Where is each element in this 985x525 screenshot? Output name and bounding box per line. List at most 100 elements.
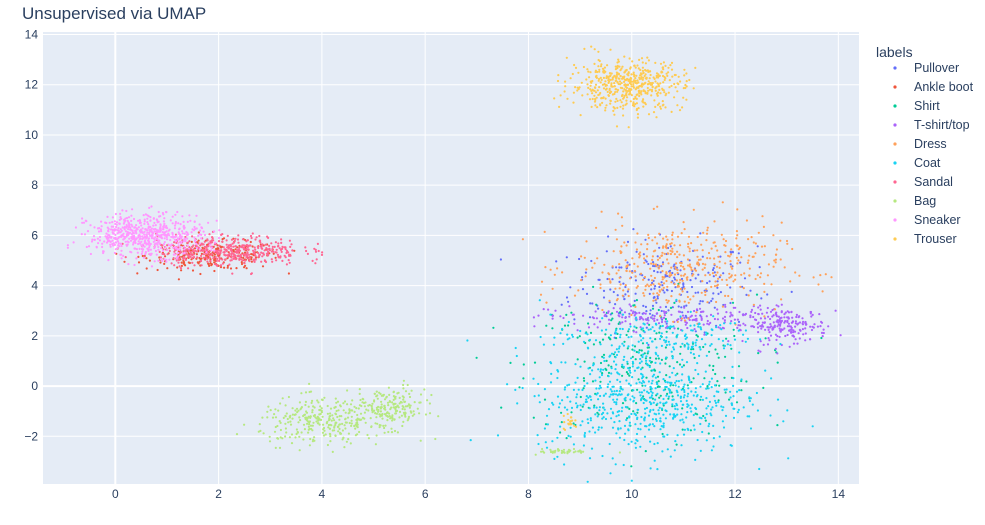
data-point [732, 395, 735, 398]
data-point [572, 451, 576, 454]
legend-item[interactable]: Pullover [893, 61, 959, 75]
data-point [80, 233, 83, 236]
data-point [676, 235, 680, 238]
data-point [635, 299, 639, 302]
data-point [149, 248, 152, 251]
data-point [714, 348, 717, 351]
data-point [648, 292, 651, 295]
data-point [218, 244, 221, 247]
data-point [690, 410, 693, 413]
series-bag [235, 379, 622, 456]
data-point [688, 265, 691, 268]
data-point [573, 63, 576, 67]
data-point [601, 355, 604, 358]
data-point [662, 282, 666, 285]
data-point [773, 308, 777, 311]
data-point [265, 247, 268, 250]
data-point [614, 65, 617, 68]
data-point [298, 449, 301, 452]
legend-item[interactable]: Coat [893, 156, 941, 170]
data-point [549, 381, 553, 384]
data-point [745, 293, 748, 296]
data-point [653, 412, 656, 415]
data-point [180, 244, 183, 247]
data-point [111, 239, 114, 242]
data-point [341, 429, 344, 432]
data-point [610, 390, 614, 393]
data-point [321, 398, 324, 402]
data-point [598, 68, 601, 71]
data-point [560, 449, 564, 452]
data-point [794, 320, 798, 323]
data-point [287, 259, 290, 262]
data-point [555, 260, 558, 263]
data-point [722, 327, 726, 330]
data-point [747, 259, 750, 262]
data-point [658, 74, 661, 77]
data-point [762, 225, 766, 228]
data-point [641, 78, 644, 81]
data-point [125, 235, 128, 238]
data-point [409, 404, 412, 407]
data-point [579, 450, 582, 454]
data-point [103, 240, 106, 243]
data-point [655, 346, 658, 349]
data-point [593, 62, 596, 65]
y-tick-label: 10 [25, 128, 39, 142]
legend-item[interactable]: Sandal [893, 175, 953, 189]
data-point [113, 251, 116, 254]
data-point [583, 47, 586, 51]
data-point [398, 410, 402, 413]
data-point [533, 325, 536, 328]
data-point [356, 433, 359, 436]
data-point [237, 255, 240, 258]
data-point [222, 237, 226, 240]
data-point [180, 269, 183, 272]
data-point [579, 424, 582, 427]
legend-item[interactable]: Dress [893, 137, 947, 151]
data-point [112, 225, 115, 228]
data-point [656, 295, 659, 298]
data-point [402, 406, 405, 409]
legend-label: Bag [914, 194, 936, 208]
data-point [114, 241, 117, 244]
data-point [653, 287, 656, 290]
legend-item[interactable]: Ankle boot [893, 80, 974, 94]
data-point [624, 93, 628, 96]
y-tick-label: 4 [31, 279, 38, 293]
data-point [188, 240, 191, 243]
data-point [708, 273, 712, 276]
data-point [794, 325, 797, 328]
data-point [412, 410, 415, 413]
data-point [185, 230, 188, 234]
data-point [783, 266, 786, 269]
data-point [285, 249, 289, 252]
data-point [595, 96, 598, 99]
data-point [388, 415, 391, 418]
data-point [402, 379, 405, 382]
data-point [569, 77, 572, 80]
legend-label: Ankle boot [914, 80, 974, 94]
data-point [640, 349, 643, 352]
data-point [599, 370, 602, 373]
data-point [192, 250, 196, 253]
data-point [738, 310, 741, 314]
data-point [609, 99, 612, 102]
legend-item[interactable]: Shirt [893, 99, 940, 113]
data-point [624, 284, 627, 287]
data-point [327, 426, 330, 429]
data-point [616, 90, 619, 93]
legend-item[interactable]: Trouser [893, 232, 957, 246]
data-point [108, 235, 112, 239]
data-point [710, 408, 713, 411]
data-point [634, 292, 637, 295]
legend-item[interactable]: Bag [893, 194, 936, 208]
data-point [643, 417, 646, 420]
data-point [715, 404, 718, 407]
data-point [769, 317, 772, 321]
data-point [683, 273, 687, 276]
legend-item[interactable]: T-shirt/top [893, 118, 970, 132]
data-point [642, 337, 645, 340]
legend-item[interactable]: Sneaker [893, 213, 961, 227]
